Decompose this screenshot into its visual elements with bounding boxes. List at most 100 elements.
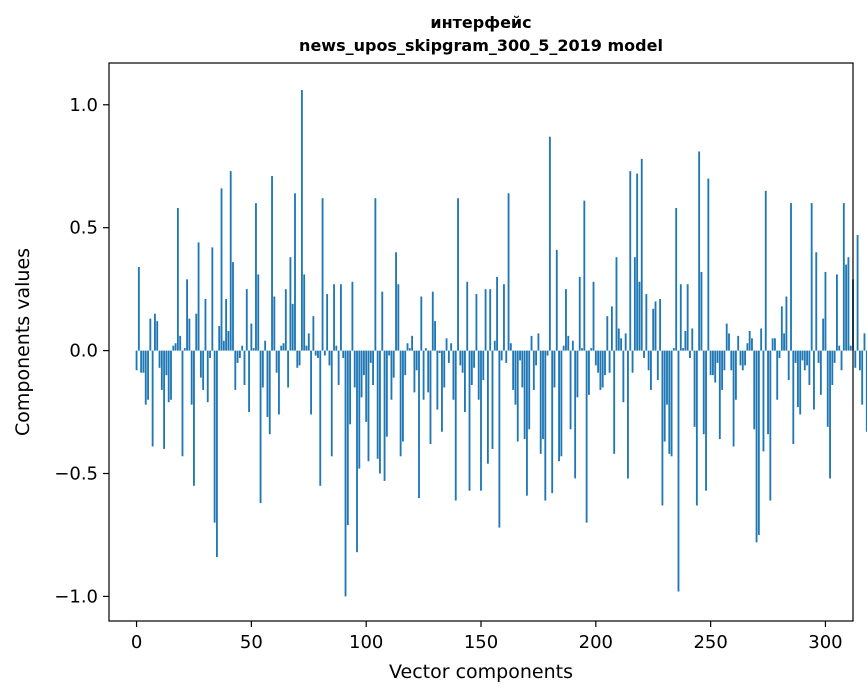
bar [418, 350, 420, 499]
bar [771, 338, 774, 351]
bar [861, 350, 864, 405]
x-tick-label: 0 [131, 632, 142, 653]
bar [856, 235, 859, 351]
bar [693, 350, 696, 427]
bars-group [135, 90, 867, 597]
bar [709, 350, 712, 376]
bar [213, 350, 216, 523]
bar [466, 281, 469, 351]
bar [374, 198, 377, 351]
bar [790, 203, 792, 351]
bar [730, 350, 733, 371]
bar [672, 348, 675, 351]
bar [408, 348, 411, 351]
bar [532, 350, 535, 390]
bar [571, 340, 574, 351]
bar [523, 350, 526, 440]
bar [216, 350, 218, 558]
y-axis-ticks: −1.0 −0.5 0.0 0.5 1.0 [54, 95, 109, 607]
bar [647, 350, 650, 371]
bar [167, 350, 170, 403]
bar [457, 198, 459, 351]
bar [836, 274, 838, 351]
bar [558, 350, 560, 462]
bar [149, 318, 152, 351]
bar [459, 350, 462, 366]
bar [434, 321, 436, 351]
y-axis-label: Components values [12, 248, 34, 436]
bar [592, 281, 595, 351]
bar [323, 350, 326, 356]
bar [796, 350, 799, 408]
bar [199, 350, 202, 378]
bar [822, 318, 825, 351]
plot-frame [108, 62, 854, 622]
bar [845, 264, 848, 351]
bar [560, 350, 563, 457]
bar [803, 350, 806, 371]
bar [392, 350, 395, 378]
bar [298, 350, 301, 366]
bar [654, 301, 657, 351]
bar [585, 350, 588, 523]
bar [342, 350, 345, 358]
bar [362, 350, 365, 376]
bar [477, 350, 480, 400]
bar [826, 350, 829, 427]
bar [624, 333, 627, 351]
bar [190, 350, 193, 405]
bar [833, 350, 836, 363]
bar [700, 271, 703, 351]
bar [863, 333, 866, 351]
bar [813, 350, 815, 410]
bar [257, 274, 260, 351]
bar [858, 350, 861, 371]
bar [358, 350, 361, 469]
bar [443, 350, 446, 388]
bar [376, 350, 379, 459]
bar [546, 350, 549, 356]
bar [505, 350, 508, 363]
bar [312, 316, 315, 351]
bar [261, 350, 264, 388]
bar [238, 350, 241, 358]
bar [721, 350, 724, 390]
bar [842, 203, 845, 351]
bar [193, 350, 195, 486]
bar [597, 350, 600, 373]
bar [645, 294, 648, 351]
bar [243, 350, 246, 386]
bar [464, 350, 466, 413]
x-tick-label: 250 [693, 632, 727, 653]
bar [172, 345, 175, 351]
bar [142, 350, 145, 373]
bar [135, 350, 138, 371]
bar [815, 252, 818, 351]
bar [601, 350, 604, 388]
bar [493, 340, 496, 351]
bar [780, 306, 783, 351]
x-axis-label: Vector components [389, 661, 573, 683]
bar [512, 350, 515, 390]
bar [447, 350, 450, 363]
bar [555, 249, 558, 351]
bar [604, 350, 606, 376]
bar [622, 350, 625, 403]
bar [500, 350, 503, 361]
bar [174, 343, 177, 351]
bar [137, 267, 140, 351]
bar [565, 289, 567, 351]
bar [337, 350, 340, 386]
bar [225, 298, 228, 351]
bar [317, 350, 319, 358]
bar [427, 350, 430, 393]
bar [767, 350, 769, 435]
bar [284, 289, 287, 351]
bar [732, 350, 735, 447]
bar [679, 284, 682, 351]
bar [539, 350, 542, 454]
bar [218, 326, 221, 351]
bar [537, 333, 540, 351]
bar [608, 350, 611, 373]
bar [638, 281, 641, 351]
